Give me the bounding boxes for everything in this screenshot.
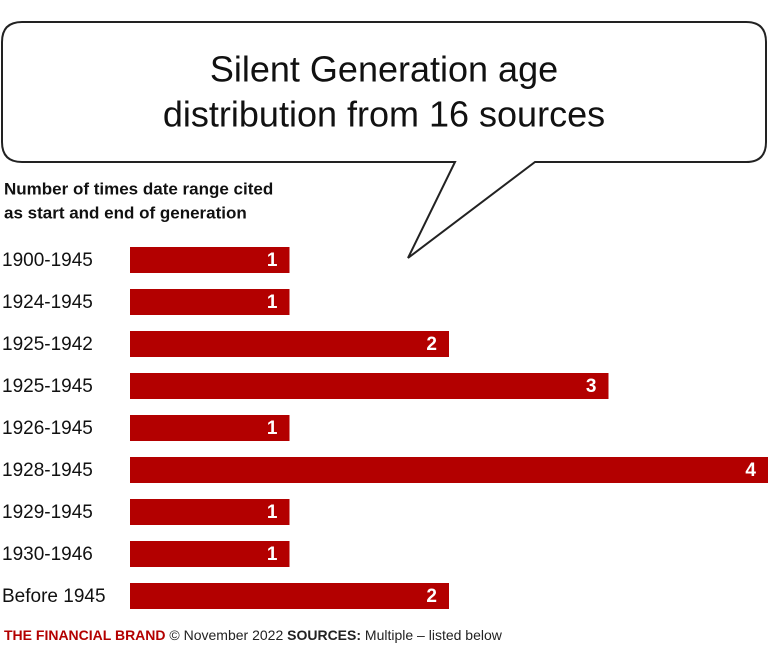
footer-sources-label: SOURCES: <box>287 627 361 643</box>
subtitle: as start and end of generation <box>4 203 247 222</box>
bar <box>130 373 609 399</box>
category-label: 1928-1945 <box>2 460 93 481</box>
category-label: 1926-1945 <box>2 418 93 439</box>
bar <box>130 583 449 609</box>
data-label: 2 <box>426 586 437 607</box>
category-label: 1930-1946 <box>2 544 93 565</box>
category-label: 1924-1945 <box>2 292 93 313</box>
bar <box>130 289 290 315</box>
bar <box>130 499 290 525</box>
footer-date: © November 2022 <box>169 627 283 643</box>
subtitle: Number of times date range cited <box>4 179 273 198</box>
category-label: 1929-1945 <box>2 502 93 523</box>
data-label: 4 <box>745 460 756 481</box>
footer: THE FINANCIAL BRAND © November 2022 SOUR… <box>4 627 503 643</box>
data-label: 1 <box>267 250 278 271</box>
data-label: 1 <box>267 544 278 565</box>
bar <box>130 457 768 483</box>
chart-title: Silent Generation age <box>210 49 558 90</box>
footer-brand: THE FINANCIAL BRAND <box>4 627 166 643</box>
data-label: 1 <box>267 418 278 439</box>
bar <box>130 415 290 441</box>
category-label: Before 1945 <box>2 586 106 607</box>
data-label: 1 <box>267 502 278 523</box>
data-label: 1 <box>267 292 278 313</box>
bar <box>130 541 290 567</box>
category-label: 1925-1942 <box>2 334 93 355</box>
category-label: 1900-1945 <box>2 250 93 271</box>
data-label: 2 <box>426 334 437 355</box>
category-label: 1925-1945 <box>2 376 93 397</box>
chart-title: distribution from 16 sources <box>163 94 605 135</box>
bar <box>130 331 449 357</box>
bar <box>130 247 290 273</box>
data-label: 3 <box>586 376 597 397</box>
speech-bubble <box>1 21 767 259</box>
footer-sources: Multiple – listed below <box>365 627 503 643</box>
